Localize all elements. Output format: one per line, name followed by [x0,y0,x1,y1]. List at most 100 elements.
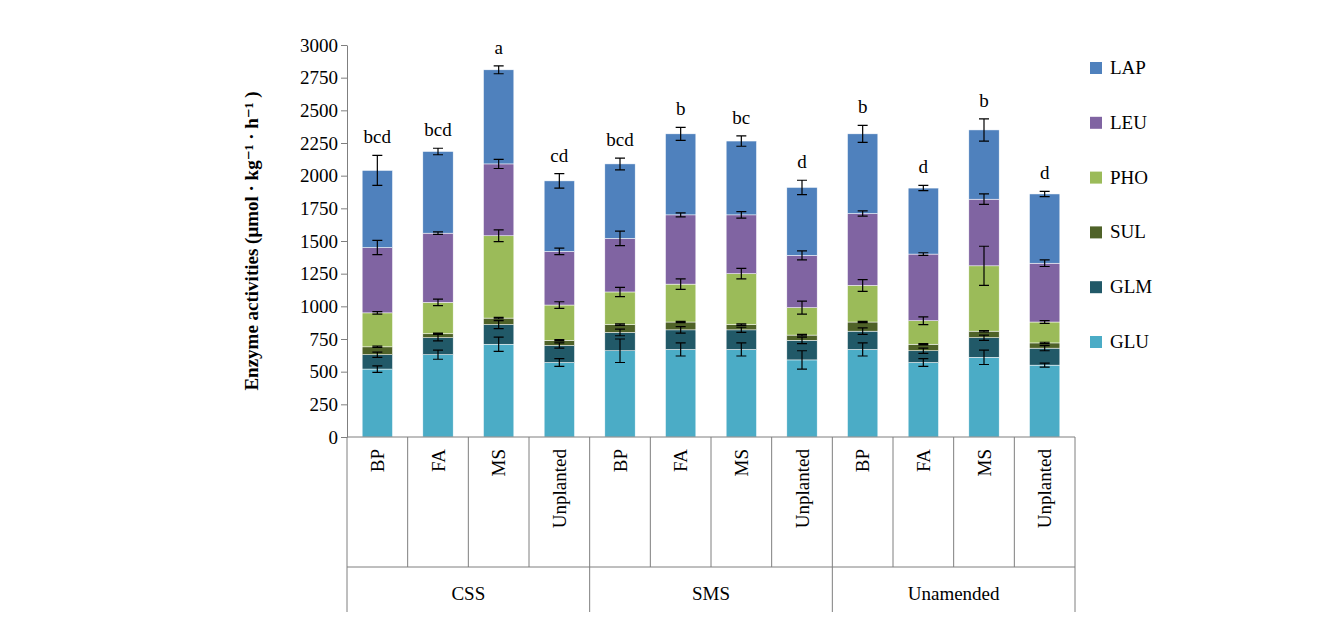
chart: 0250500750100012501500175020002250250027… [0,0,1330,631]
bar-segment [787,187,817,255]
error-bar [736,268,746,278]
error-bar [615,324,625,325]
x-tick: MS [731,437,752,476]
error-bars [372,66,1049,197]
error-bar [736,327,746,332]
x-tick: MS [974,437,995,476]
x-tick-label: MS [488,449,509,476]
x-tick-label: BP [367,449,388,472]
x-tick-label: Unplanted [1034,449,1055,529]
error-bar [372,366,382,373]
error-bar [615,339,625,363]
error-bar [433,350,443,359]
error-bar [797,301,807,314]
bars [362,66,1060,437]
bar-segment [726,215,756,274]
bar-segment [544,363,574,437]
significance-letter: b [979,90,989,111]
bar-segment [605,238,635,292]
error-bar [676,327,686,334]
error-bar [918,344,928,345]
bar-segment [1030,194,1060,263]
y-tick-label: 2500 [300,100,338,121]
error-bar [433,232,443,235]
error-bar [918,185,928,190]
legend-swatch [1090,281,1102,293]
bar-segment [362,313,392,347]
legend-label: GLU [1110,331,1149,352]
group-label: SMS [692,583,730,604]
error-bar [1040,191,1050,196]
bar-segment [787,360,817,437]
y-tick-mark [341,208,347,209]
error-bar [554,248,564,255]
y-tick-label: 1250 [300,263,338,284]
bar-segment [484,344,514,437]
x-tick: BP [367,437,388,472]
error-bar [1040,260,1050,267]
x-tick: BP [852,437,873,472]
significance-letter: bcd [606,129,634,150]
legend-swatch [1090,172,1102,184]
bar-segment [1030,322,1060,343]
y-tick-label: 1750 [300,198,338,219]
error-bar [797,251,807,260]
separator [893,437,894,567]
error-bar [736,343,746,356]
error-bar [979,194,989,204]
error-bar [736,324,746,325]
y-tick: 2250 [300,133,347,154]
y-tick: 250 [310,394,348,415]
error-bar [494,337,504,351]
legend-label: LAP [1110,57,1146,78]
error-bar [615,158,625,170]
error-bar [797,337,807,344]
legend: LAPLEUPHOSULGLMGLU [1090,57,1152,352]
legend-label: GLM [1110,276,1152,297]
series-glu [362,344,1060,437]
separator [1014,437,1015,567]
separator [589,437,590,612]
x-tick-label: BP [852,449,873,472]
y-tick: 1750 [300,198,347,219]
x-tick: Unplanted [549,437,570,528]
error-bar [494,321,504,329]
x-tick-label: MS [731,449,752,476]
error-bar [615,329,625,336]
error-bar [979,246,989,285]
y-tick-label: 2000 [300,165,338,186]
error-bar [1040,321,1050,324]
bar-segment [726,141,756,215]
error-bar [979,350,989,364]
bar-segment [605,164,635,238]
y-tick-label: 750 [310,329,339,350]
x-tick-label: Unplanted [549,449,570,529]
bar-segment [848,134,878,214]
y-tick-mark [341,437,347,438]
error-bars [372,317,1049,347]
error-bar [372,352,382,357]
x-tick: Unplanted [792,437,813,528]
significance-letter: d [919,156,929,177]
bar-segment [848,349,878,437]
error-bar [554,343,564,348]
separator [407,437,408,567]
error-bar [918,317,928,325]
error-bar [918,253,928,256]
error-bars [372,230,1049,325]
legend-label: PHO [1110,167,1148,188]
y-tick: 1250 [300,263,347,284]
error-bar [372,346,382,347]
series-pho [362,236,1060,347]
error-bar [615,287,625,296]
error-bar [858,211,868,216]
error-bar [1040,363,1050,367]
bar-segment [666,134,696,215]
x-tick: BP [610,437,631,472]
error-bar [494,230,504,242]
separator [1075,437,1076,612]
error-bar [979,119,989,141]
significance-letter: cd [550,145,568,166]
bar-segment [1030,365,1060,437]
error-bar [372,155,382,185]
